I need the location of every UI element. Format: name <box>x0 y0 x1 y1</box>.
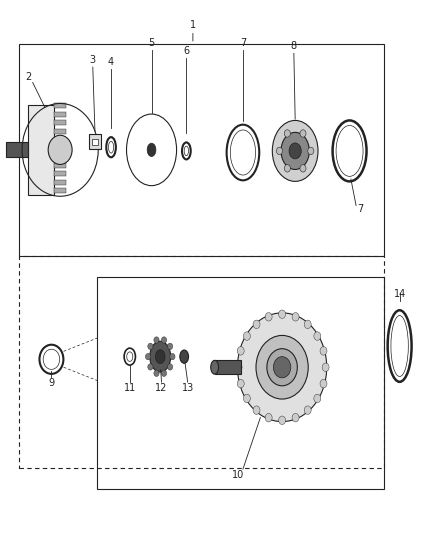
Circle shape <box>308 147 314 155</box>
Ellipse shape <box>147 143 156 157</box>
Text: 1: 1 <box>190 20 196 30</box>
Ellipse shape <box>211 360 219 374</box>
Bar <box>53 188 66 193</box>
Bar <box>89 134 101 149</box>
Ellipse shape <box>184 146 188 156</box>
Bar <box>53 171 66 176</box>
Circle shape <box>276 147 283 155</box>
Text: 3: 3 <box>90 55 96 65</box>
Circle shape <box>154 337 159 343</box>
Ellipse shape <box>267 349 297 386</box>
Circle shape <box>279 416 286 424</box>
Circle shape <box>161 370 166 376</box>
Ellipse shape <box>150 341 171 372</box>
Circle shape <box>279 310 286 318</box>
Text: 6: 6 <box>183 46 189 56</box>
Ellipse shape <box>281 132 309 169</box>
Circle shape <box>265 414 272 422</box>
Circle shape <box>170 353 175 360</box>
Circle shape <box>292 312 299 321</box>
Circle shape <box>161 337 166 343</box>
Ellipse shape <box>391 316 408 376</box>
Circle shape <box>292 414 299 422</box>
Text: 12: 12 <box>155 383 168 393</box>
Ellipse shape <box>109 141 114 153</box>
Ellipse shape <box>256 335 308 399</box>
Bar <box>53 120 66 125</box>
Text: 11: 11 <box>124 383 136 393</box>
Bar <box>53 154 66 159</box>
Circle shape <box>265 312 272 321</box>
Circle shape <box>300 165 306 172</box>
Circle shape <box>167 343 173 350</box>
Circle shape <box>167 364 173 370</box>
Circle shape <box>154 370 159 376</box>
Circle shape <box>148 364 153 370</box>
Text: 14: 14 <box>393 289 406 299</box>
Circle shape <box>237 346 244 355</box>
Text: 9: 9 <box>48 378 54 388</box>
Bar <box>53 112 66 117</box>
Bar <box>6 142 28 157</box>
Text: 10: 10 <box>232 471 244 480</box>
Bar <box>92 139 98 145</box>
Circle shape <box>253 320 260 328</box>
Ellipse shape <box>127 114 177 185</box>
Ellipse shape <box>180 350 188 364</box>
Circle shape <box>300 130 306 137</box>
Ellipse shape <box>48 135 72 165</box>
Circle shape <box>320 379 327 388</box>
Circle shape <box>314 332 321 340</box>
Circle shape <box>237 379 244 388</box>
Bar <box>53 103 66 109</box>
Circle shape <box>284 165 290 172</box>
Circle shape <box>244 394 251 402</box>
Circle shape <box>314 394 321 402</box>
Bar <box>53 163 66 168</box>
Circle shape <box>284 130 290 137</box>
Bar <box>215 360 241 374</box>
Ellipse shape <box>127 352 133 361</box>
Text: 7: 7 <box>240 38 246 49</box>
Circle shape <box>244 332 251 340</box>
Text: 8: 8 <box>291 42 297 52</box>
Circle shape <box>148 343 153 350</box>
Text: 2: 2 <box>25 72 32 82</box>
Bar <box>53 137 66 142</box>
Circle shape <box>320 346 327 355</box>
Bar <box>53 128 66 134</box>
Bar <box>28 105 53 195</box>
Text: 7: 7 <box>357 204 364 214</box>
Circle shape <box>322 363 329 372</box>
Circle shape <box>304 406 311 414</box>
Ellipse shape <box>43 349 60 369</box>
Circle shape <box>304 320 311 328</box>
Bar <box>53 180 66 185</box>
Circle shape <box>145 353 151 360</box>
Text: 13: 13 <box>181 383 194 393</box>
Circle shape <box>253 406 260 414</box>
Text: 4: 4 <box>108 58 114 67</box>
Ellipse shape <box>237 313 327 422</box>
Text: 5: 5 <box>148 38 155 49</box>
Ellipse shape <box>272 120 318 181</box>
Ellipse shape <box>273 357 291 378</box>
Ellipse shape <box>230 130 255 175</box>
Ellipse shape <box>336 125 363 176</box>
Ellipse shape <box>155 350 165 364</box>
Ellipse shape <box>289 143 301 159</box>
Circle shape <box>235 363 242 372</box>
Bar <box>53 146 66 151</box>
